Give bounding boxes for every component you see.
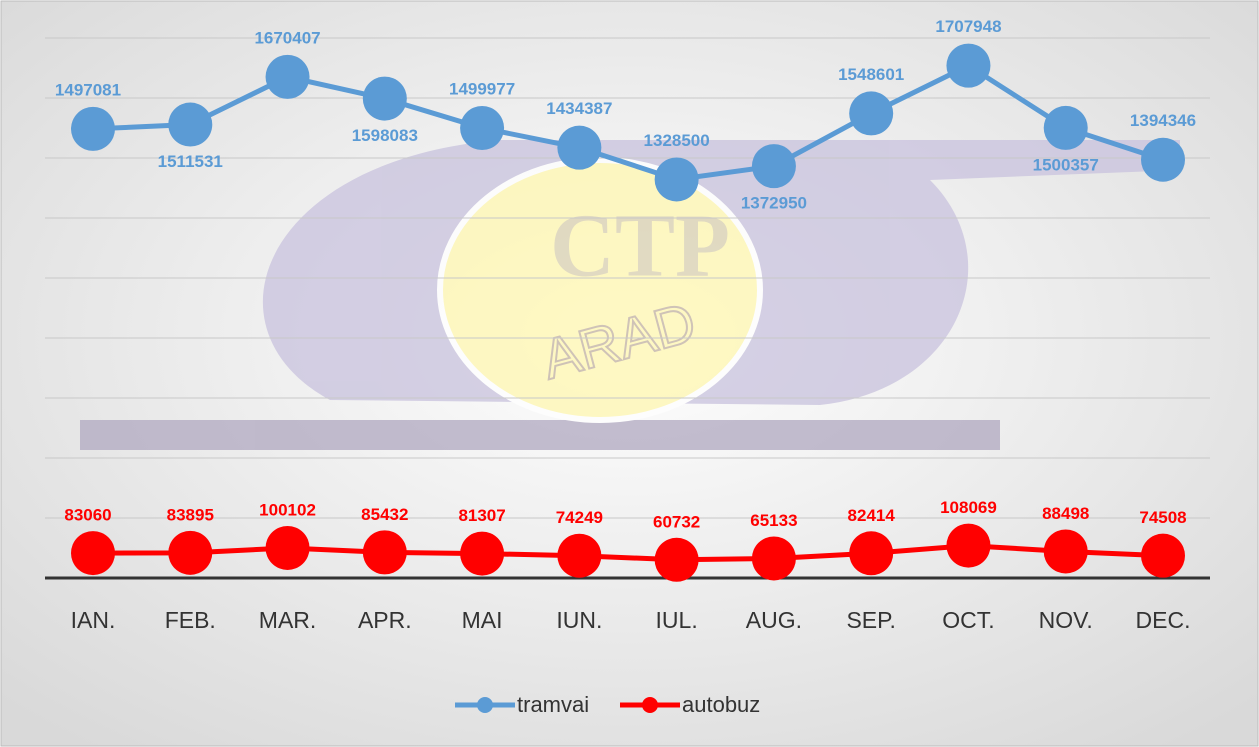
marker xyxy=(168,103,212,147)
marker xyxy=(460,532,504,576)
x-tick-label: IUN. xyxy=(556,607,602,633)
x-tick-label: OCT. xyxy=(942,607,994,633)
value-label: 1497081 xyxy=(55,80,121,99)
marker xyxy=(363,77,407,121)
value-label: 82414 xyxy=(848,506,896,525)
x-tick-label: AUG. xyxy=(746,607,802,633)
marker xyxy=(946,524,990,568)
x-tick-label: MAR. xyxy=(259,607,317,633)
legend-swatch-marker xyxy=(642,697,658,713)
watermark-top: CTP xyxy=(550,197,730,296)
marker xyxy=(168,531,212,575)
marker xyxy=(1044,106,1088,150)
marker xyxy=(752,144,796,188)
marker xyxy=(557,126,601,170)
value-label: 88498 xyxy=(1042,504,1089,523)
value-label: 1328500 xyxy=(644,131,710,150)
value-label: 85432 xyxy=(361,505,408,524)
x-tick-label: MAI xyxy=(462,607,503,633)
value-label: 1434387 xyxy=(546,99,612,118)
marker xyxy=(1141,138,1185,182)
value-label: 1707948 xyxy=(935,17,1001,36)
marker xyxy=(71,107,115,151)
value-label: 65133 xyxy=(750,511,797,530)
value-label: 108069 xyxy=(940,498,997,517)
marker xyxy=(752,536,796,580)
marker xyxy=(1141,534,1185,578)
marker xyxy=(363,530,407,574)
marker xyxy=(71,531,115,575)
value-label: 83895 xyxy=(167,505,214,524)
x-tick-label: FEB. xyxy=(165,607,216,633)
x-tick-label: SEP. xyxy=(846,607,895,633)
x-tick-label: DEC. xyxy=(1136,607,1191,633)
marker xyxy=(655,157,699,201)
marker xyxy=(557,534,601,578)
value-label: 1548601 xyxy=(838,65,904,84)
value-label: 1500357 xyxy=(1033,155,1099,174)
legend-label: autobuz xyxy=(682,692,760,717)
value-label: 1511531 xyxy=(158,152,223,171)
marker xyxy=(946,44,990,88)
value-label: 83060 xyxy=(64,506,111,525)
value-label: 1499977 xyxy=(449,79,515,98)
value-label: 81307 xyxy=(458,506,505,525)
value-label: 1670407 xyxy=(254,28,320,47)
x-tick-label: IUL. xyxy=(656,607,698,633)
legend-swatch-marker xyxy=(477,697,493,713)
x-tick-label: IAN. xyxy=(71,607,116,633)
value-label: 60732 xyxy=(653,512,700,531)
value-label: 1394346 xyxy=(1130,111,1196,130)
marker xyxy=(849,91,893,135)
marker xyxy=(266,55,310,99)
chart: CTP ARAD IAN.FEB.MAR.APR.MAIIUN.IUL.AUG.… xyxy=(0,0,1259,747)
legend-label: tramvai xyxy=(517,692,589,717)
marker xyxy=(655,538,699,582)
value-label: 100102 xyxy=(259,500,316,519)
marker xyxy=(849,531,893,575)
x-tick-label: NOV. xyxy=(1039,607,1093,633)
value-label: 74508 xyxy=(1139,508,1186,527)
marker xyxy=(1044,529,1088,573)
marker xyxy=(266,526,310,570)
value-label: 74249 xyxy=(556,508,603,527)
value-label: 1372950 xyxy=(741,194,807,213)
x-tick-label: APR. xyxy=(358,607,412,633)
marker xyxy=(460,106,504,150)
value-label: 1598083 xyxy=(352,126,418,145)
